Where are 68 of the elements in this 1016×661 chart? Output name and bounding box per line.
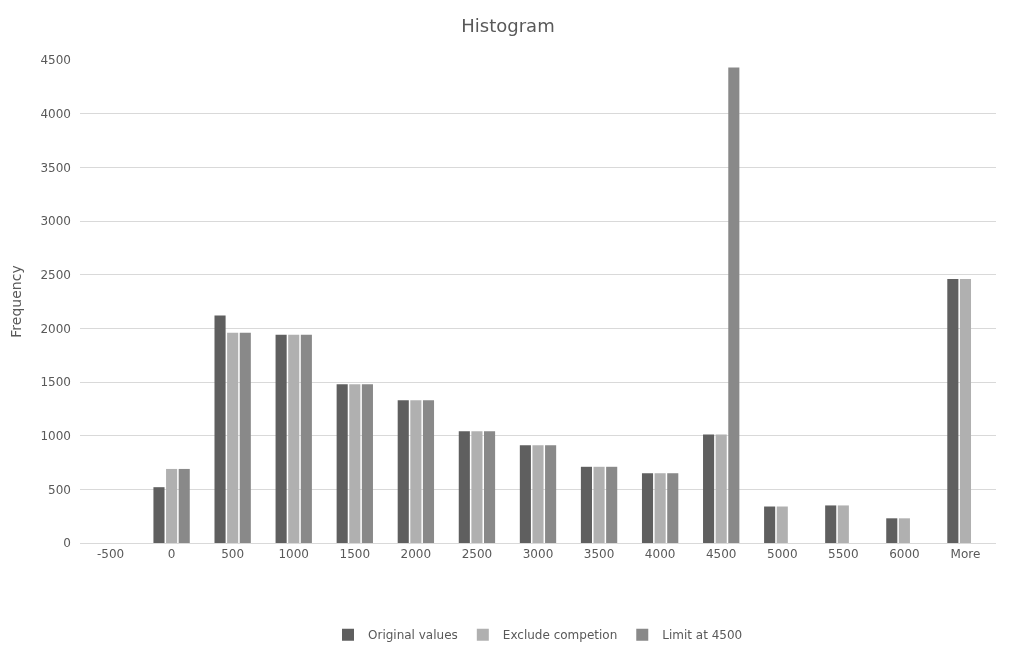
x-tick-label: 2500 <box>461 547 493 562</box>
bar <box>703 434 715 543</box>
bar <box>667 473 679 543</box>
bar <box>947 278 959 543</box>
bar <box>153 487 165 543</box>
bar <box>606 466 618 543</box>
bar <box>178 468 190 543</box>
y-tick-label: 2500 <box>40 267 71 282</box>
y-tick-label: 1000 <box>40 428 71 443</box>
bar <box>397 400 409 543</box>
bar <box>715 434 727 543</box>
x-tick-label: 1000 <box>278 547 309 562</box>
x-tick-label: 1500 <box>339 547 371 562</box>
bar <box>898 518 910 543</box>
x-tick-label: 5000 <box>767 547 798 562</box>
x-tick-label: 6000 <box>889 547 920 562</box>
x-tick-label: 3500 <box>583 547 615 562</box>
bar <box>288 334 300 543</box>
y-tick-label: 4000 <box>40 106 71 121</box>
bar <box>410 400 422 543</box>
x-tick-label: 4000 <box>644 547 676 562</box>
bar <box>349 384 361 543</box>
bar <box>361 384 373 543</box>
y-tick-label: 4500 <box>40 53 71 68</box>
y-tick-label: 3500 <box>40 160 71 175</box>
bar <box>227 332 239 543</box>
bar <box>532 445 544 543</box>
y-tick-label: 1500 <box>40 375 71 390</box>
bar <box>825 505 837 543</box>
bar <box>593 466 605 543</box>
x-tick-label: 2000 <box>400 547 432 562</box>
y-tick-label: 500 <box>48 482 71 497</box>
y-tick-label: 3000 <box>40 214 71 229</box>
bar <box>484 431 496 543</box>
bar <box>728 67 740 543</box>
x-tick-label: 3000 <box>522 547 554 562</box>
bar <box>654 473 666 543</box>
bar <box>886 518 898 543</box>
y-axis-title: Frequency <box>8 265 25 338</box>
x-tick-label: 5500 <box>828 547 859 562</box>
bar <box>275 334 287 543</box>
chart-title: Histogram <box>461 15 555 37</box>
x-tick-label: -500 <box>96 547 125 562</box>
legend-label: Exclude competion <box>502 628 618 643</box>
y-tick-label: 0 <box>63 536 71 551</box>
y-tick-label: 2000 <box>40 321 71 336</box>
bar <box>471 431 483 543</box>
legend-label: Limit at 4500 <box>662 628 743 643</box>
legend-label: Original values <box>368 628 458 643</box>
x-tick-label: 500 <box>221 547 245 562</box>
bar <box>458 431 470 543</box>
bar <box>580 466 592 543</box>
bar <box>422 400 435 543</box>
bar <box>300 334 312 543</box>
bar <box>776 506 788 543</box>
bar <box>336 384 348 543</box>
bar <box>764 506 776 543</box>
x-tick-label: 4500 <box>705 547 737 562</box>
bar <box>519 445 531 543</box>
bar <box>959 278 972 543</box>
bar <box>837 505 849 543</box>
bar <box>239 332 251 543</box>
bar <box>214 315 226 543</box>
bar <box>641 473 654 543</box>
x-tick-label: More <box>950 547 981 562</box>
bar <box>166 468 178 543</box>
bar <box>545 445 557 543</box>
x-tick-label: 0 <box>167 547 176 562</box>
